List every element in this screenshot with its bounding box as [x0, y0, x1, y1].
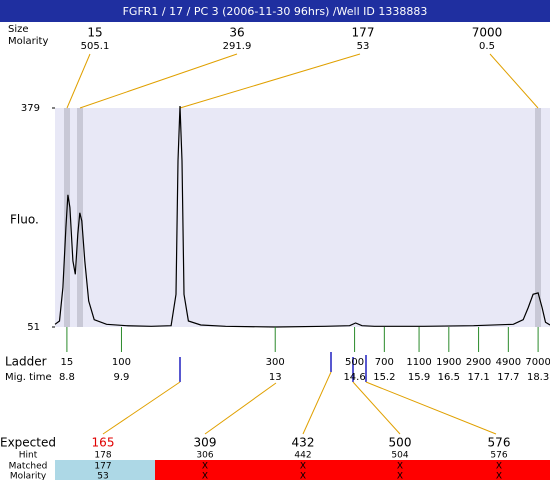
- ladder-size: 4900: [496, 357, 521, 368]
- ladder-time: 14.6: [343, 372, 365, 383]
- cell: 165: [92, 436, 115, 450]
- cell: X: [397, 472, 403, 480]
- ladder-size: 7000: [525, 357, 550, 368]
- cell: 442: [294, 451, 311, 461]
- cell: 576: [490, 451, 507, 461]
- cell: X: [300, 472, 306, 480]
- cell: X: [496, 462, 502, 472]
- connectors: [66, 53, 539, 435]
- ladder-size: 1100: [406, 357, 431, 368]
- cell: 306: [196, 451, 213, 461]
- molarity-label: Molarity: [8, 36, 48, 47]
- ladder-size: 100: [112, 357, 131, 368]
- ladder-size: 15: [61, 357, 74, 368]
- y-axis-label: Fluo.: [10, 213, 39, 227]
- connector: [179, 53, 361, 109]
- y-tick-label: 379: [21, 103, 40, 114]
- ladder-time: 16.5: [438, 372, 460, 383]
- cell: X: [300, 462, 306, 472]
- cell: 177: [94, 462, 111, 472]
- ladder-size: 2900: [466, 357, 491, 368]
- trace: [54, 105, 550, 328]
- connector: [302, 371, 332, 435]
- peak-molarity: 0.5: [479, 41, 495, 52]
- sample-ticks: [179, 352, 367, 382]
- row-label: Matched: [9, 462, 48, 472]
- peak-size: 177: [352, 26, 375, 40]
- size-label: Size: [8, 24, 29, 35]
- row-label: Expected: [0, 436, 56, 450]
- ladder-time: 17.7: [497, 372, 519, 383]
- cell: 53: [97, 472, 108, 480]
- cell: 504: [391, 451, 408, 461]
- ladder-size: 300: [266, 357, 285, 368]
- row-label: Molarity: [10, 472, 47, 480]
- row-label: Hint: [19, 451, 38, 461]
- ladder-size: 700: [375, 357, 394, 368]
- plot-area: [55, 108, 550, 327]
- ladder-label: Ladder: [5, 355, 47, 369]
- matched-cell: [55, 460, 155, 480]
- ladder-size: 1900: [436, 357, 461, 368]
- cell: X: [496, 472, 502, 480]
- peak-size: 36: [229, 26, 244, 40]
- peak-size: 7000: [472, 26, 503, 40]
- connector: [489, 53, 539, 109]
- connector: [352, 381, 401, 435]
- connector: [102, 381, 181, 435]
- cell: 178: [94, 451, 111, 461]
- ladder-time: 13: [269, 372, 282, 383]
- y-tick-label: 51: [27, 322, 40, 333]
- cell: X: [397, 462, 403, 472]
- cell: 576: [488, 436, 511, 450]
- ladder-size: 500: [345, 357, 364, 368]
- connector: [365, 381, 497, 435]
- ladder-time: 15.2: [373, 372, 395, 383]
- ladder-time: 18.3: [527, 372, 549, 383]
- ladder-time: 9.9: [114, 372, 130, 383]
- peak-molarity: 53: [357, 41, 370, 52]
- connector: [204, 382, 277, 435]
- peak-size: 15: [87, 26, 102, 40]
- cell: 432: [292, 436, 315, 450]
- peak-molarity: 291.9: [223, 41, 252, 52]
- peak-band: [77, 108, 83, 327]
- ladder-time: 15.9: [408, 372, 430, 383]
- ladder-time: 17.1: [467, 372, 489, 383]
- cell: X: [202, 462, 208, 472]
- unmatched-cells: [155, 460, 550, 480]
- connector: [79, 53, 238, 109]
- cell: 500: [389, 436, 412, 450]
- ladder-time: 8.8: [59, 372, 75, 383]
- connector: [66, 53, 91, 109]
- title: FGFR1 / 17 / PC 3 (2006-11-30 96hrs) /We…: [123, 5, 428, 18]
- peak-band: [535, 108, 541, 327]
- cell: X: [202, 472, 208, 480]
- cell: 309: [194, 436, 217, 450]
- mig-time-label: Mig. time: [5, 372, 52, 383]
- peak-molarity: 505.1: [81, 41, 110, 52]
- title-bar: [0, 0, 550, 22]
